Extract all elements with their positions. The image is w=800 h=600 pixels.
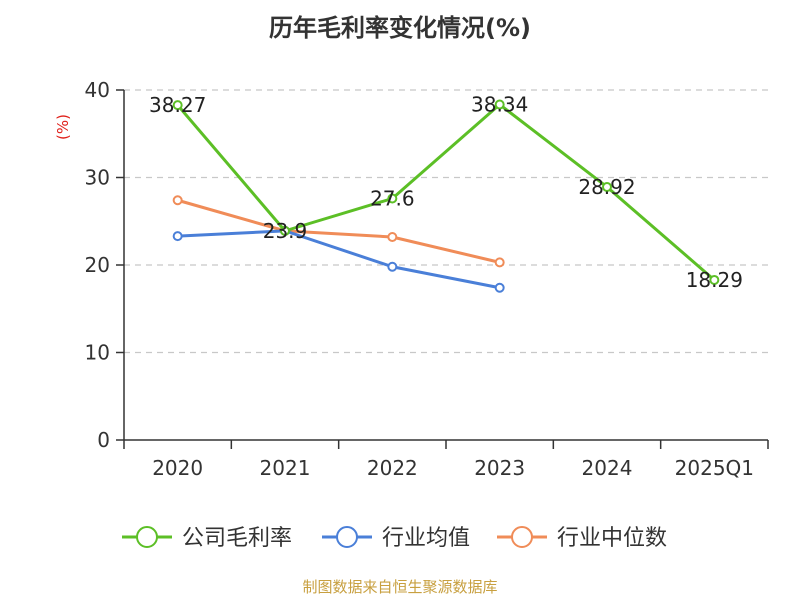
- data-point: [172, 231, 183, 242]
- x-tick-label: 2022: [367, 456, 418, 480]
- data-label: 38.34: [471, 93, 528, 117]
- data-point: [494, 257, 505, 268]
- data-point: [172, 195, 183, 206]
- data-point: [387, 232, 398, 242]
- legend-swatch-marker: [336, 526, 358, 548]
- legend-label: 公司毛利率: [182, 526, 292, 551]
- source-note: 制图数据来自恒生聚源数据库: [302, 578, 498, 596]
- data-point: [387, 193, 398, 204]
- data-point: [494, 282, 505, 293]
- series-line-2: [177, 229, 500, 290]
- series-line-1: [176, 103, 716, 282]
- y-tick-label: 0: [97, 428, 110, 452]
- series-line-3: [177, 198, 501, 264]
- y-tick-label: 20: [85, 253, 110, 277]
- x-tick-label: 2021: [260, 456, 311, 480]
- chart-title: 历年毛利率变化情况(%): [269, 14, 531, 42]
- y-tick-label: 30: [85, 166, 110, 190]
- data-point: [709, 274, 720, 285]
- data-point: [172, 100, 183, 111]
- legend-label: 行业中位数: [557, 526, 667, 551]
- data-label: 23.9: [263, 219, 308, 243]
- x-tick-label: 2020: [152, 456, 203, 480]
- data-label: 28.92: [578, 175, 635, 199]
- data-point: [387, 261, 398, 272]
- legend-label: 行业均值: [382, 526, 470, 551]
- y-tick-label: 10: [85, 341, 110, 365]
- x-tick-label: 2024: [582, 456, 633, 480]
- y-axis-label: (%): [54, 114, 72, 140]
- y-tick-label: 40: [85, 78, 110, 102]
- data-label: 27.6: [370, 187, 415, 211]
- data-label: 18.29: [686, 268, 743, 292]
- legend-swatch-marker: [511, 526, 533, 548]
- data-label: 38.27: [149, 93, 206, 117]
- data-point: [494, 99, 505, 110]
- legend-swatch-marker: [136, 526, 158, 548]
- data-point: [280, 225, 290, 236]
- x-tick-label: 2025Q1: [675, 456, 754, 480]
- x-tick-label: 2023: [474, 456, 525, 480]
- data-point: [602, 181, 612, 192]
